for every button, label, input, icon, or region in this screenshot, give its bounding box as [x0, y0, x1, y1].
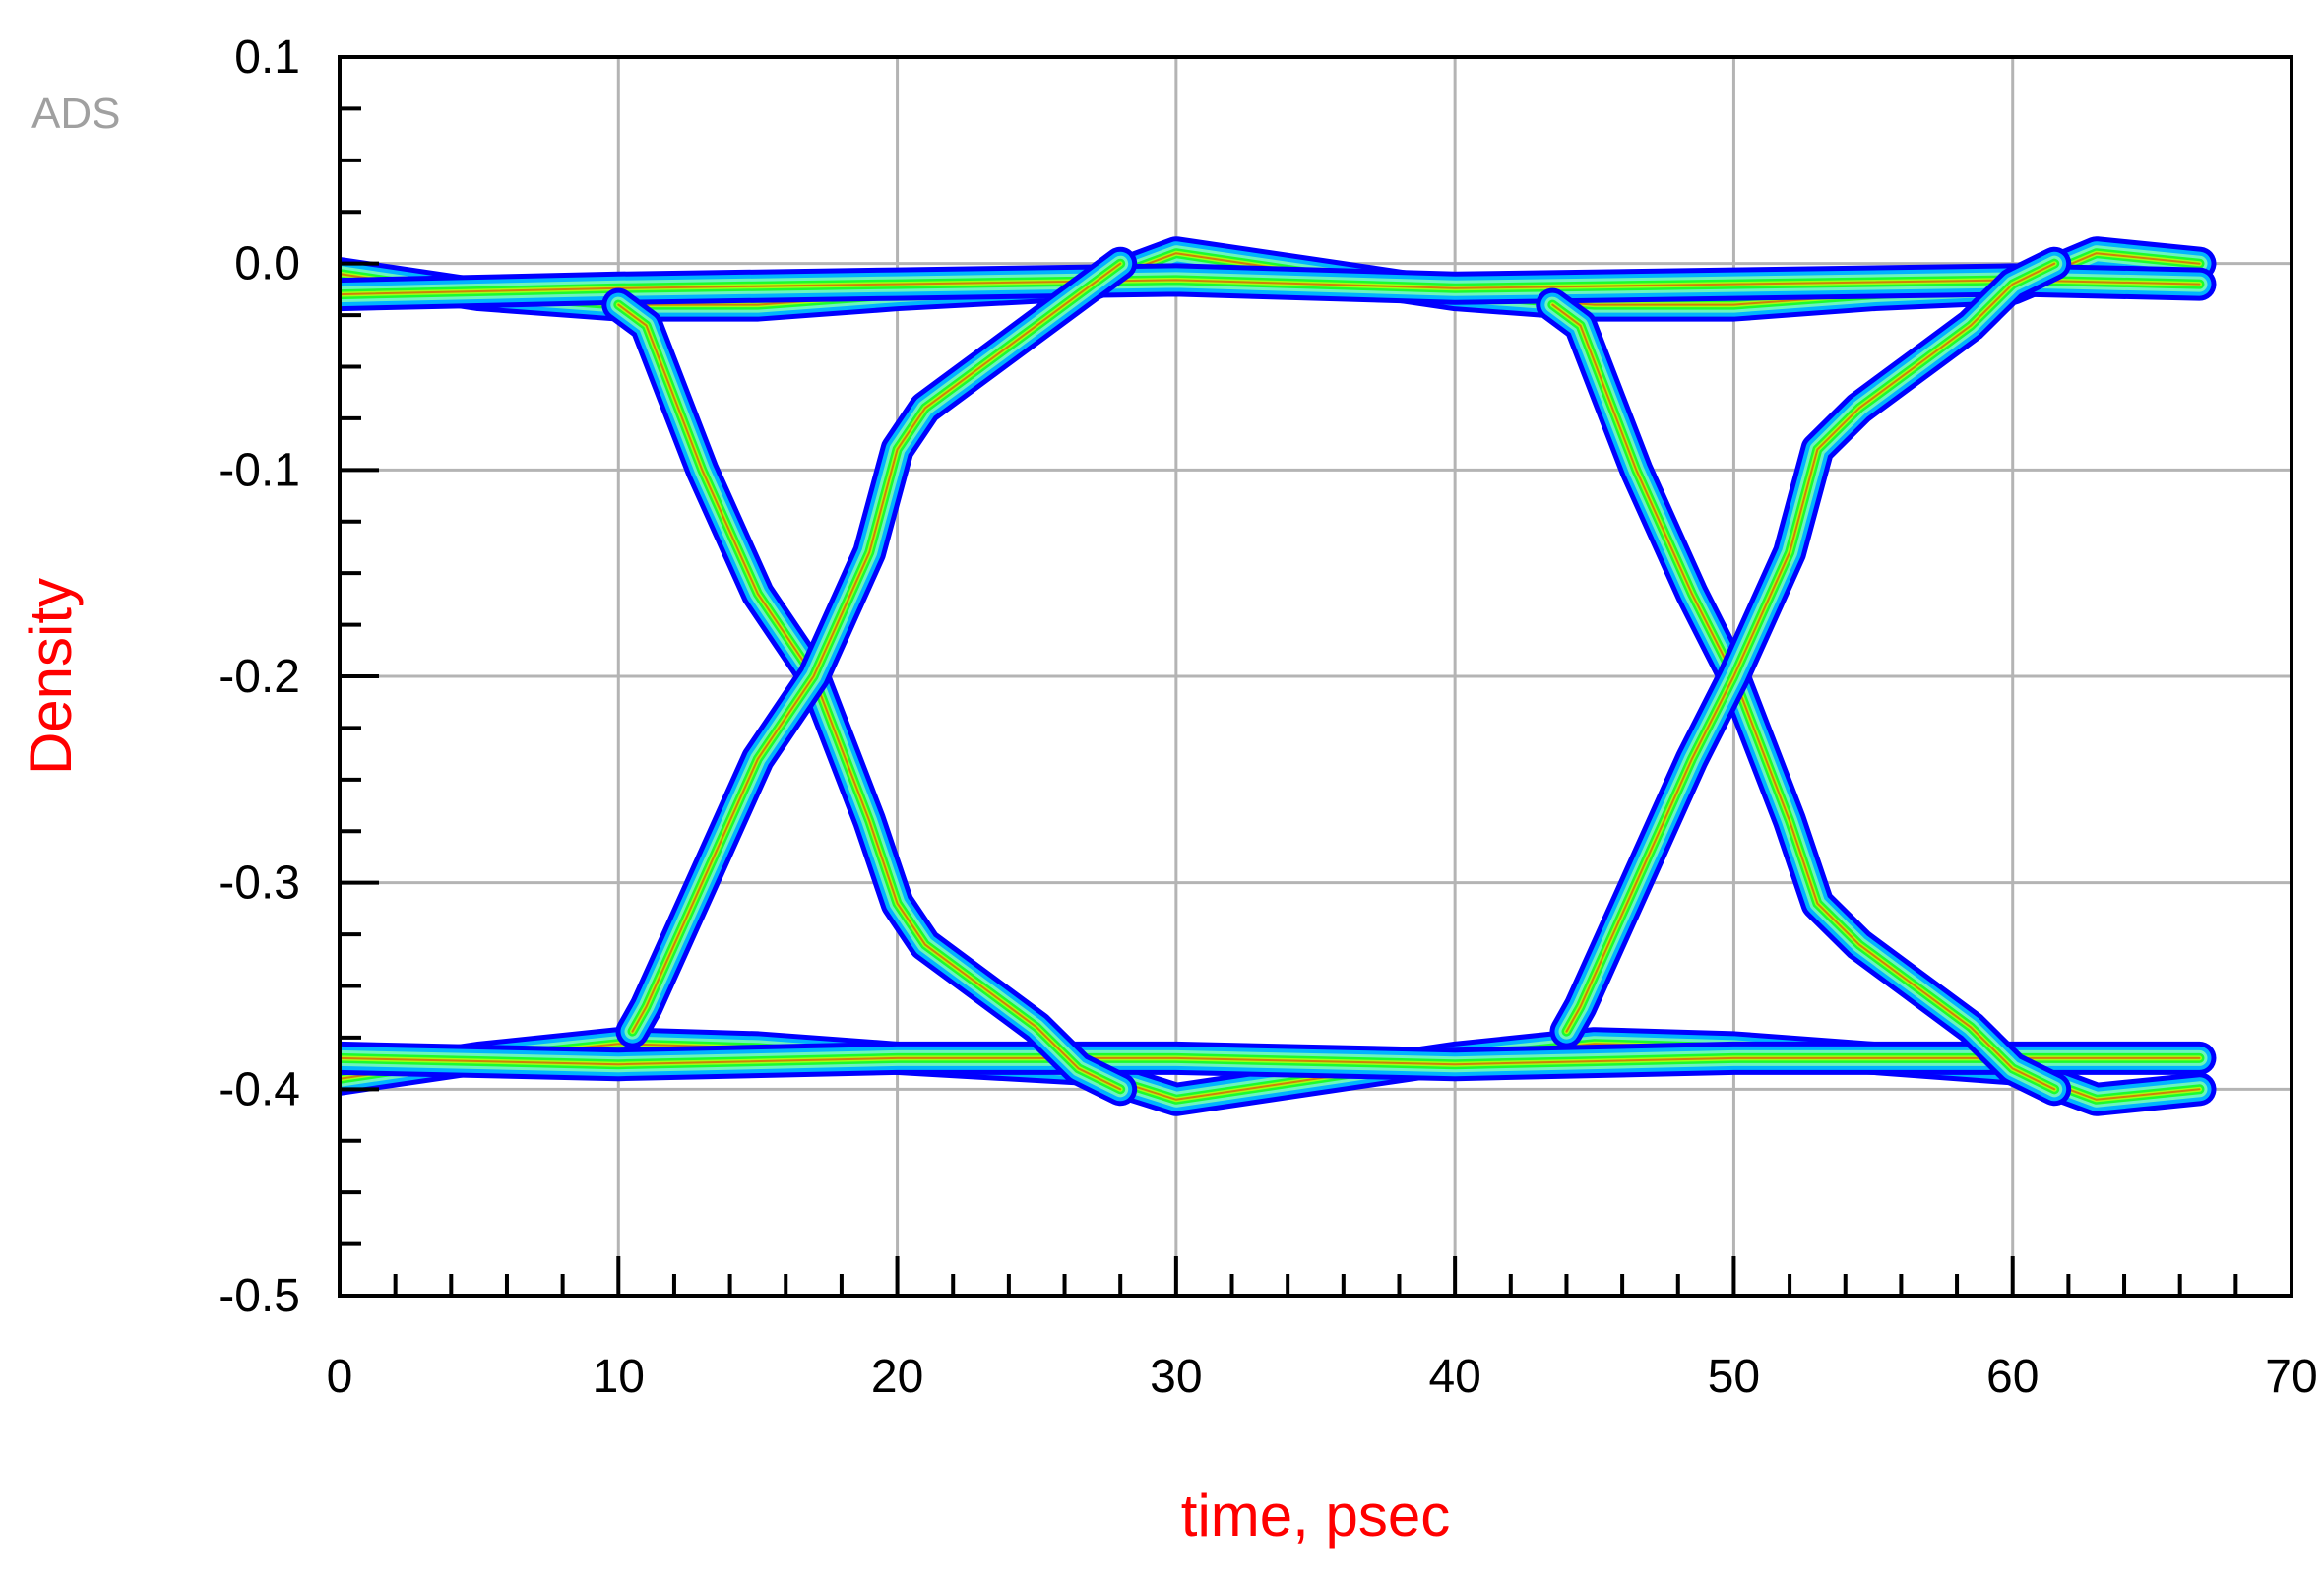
series-6-density-band [1551, 303, 2056, 1091]
series-1-density-band [340, 279, 2201, 296]
series-7-density-band [1565, 262, 2056, 1033]
series-5-density-band [627, 258, 1126, 1037]
x-tick-label: 40 [1428, 1351, 1480, 1403]
tick-labels: 0 10 20 30 40 50 60 70 0.1 0.0 -0.1 -0.2 -0.3 -0.4 -0.… [219, 32, 2317, 1403]
x-tick-label: 20 [871, 1351, 923, 1403]
x-tick-label: 60 [1986, 1351, 2039, 1403]
series-5-density-band [615, 246, 1138, 1048]
series-4-density-band [617, 303, 1122, 1091]
series-4 [601, 287, 1138, 1107]
x-tick-label: 50 [1708, 1351, 1760, 1403]
axes [338, 55, 2293, 1298]
series-4-density-band [606, 292, 1133, 1102]
series-6 [1536, 287, 2072, 1107]
watermark-label: ADS [31, 90, 120, 138]
series-5-density-band [630, 261, 1123, 1035]
series-5 [615, 246, 1138, 1048]
y-tick-label: -0.2 [219, 651, 300, 703]
y-tick-label: -0.1 [219, 444, 300, 496]
y-tick-label: -0.4 [219, 1063, 300, 1115]
series-5-density-band [631, 262, 1122, 1033]
series-1 [340, 263, 2217, 312]
grid [338, 55, 2293, 1298]
series-layer [340, 236, 2217, 1116]
y-tick-label: -0.3 [219, 857, 300, 910]
x-tick-label: 10 [593, 1351, 645, 1403]
x-tick-label: 70 [2265, 1351, 2317, 1403]
y-axis-title: Density [18, 578, 84, 775]
series-7 [1549, 246, 2072, 1048]
series-6-density-band [1540, 292, 2067, 1102]
y-tick-label: 0.0 [234, 238, 300, 290]
series-3-density-band [340, 1056, 2201, 1066]
x-tick-label: 30 [1150, 1351, 1202, 1403]
series-5-density-band [620, 251, 1133, 1044]
y-tick-label: 0.1 [234, 32, 300, 84]
x-axis-title: time, psec [1181, 1483, 1450, 1549]
series-3 [340, 1041, 2217, 1082]
y-tick-label: -0.5 [219, 1270, 300, 1322]
series-5-density-band [624, 255, 1129, 1040]
x-tick-label: 0 [327, 1351, 353, 1403]
